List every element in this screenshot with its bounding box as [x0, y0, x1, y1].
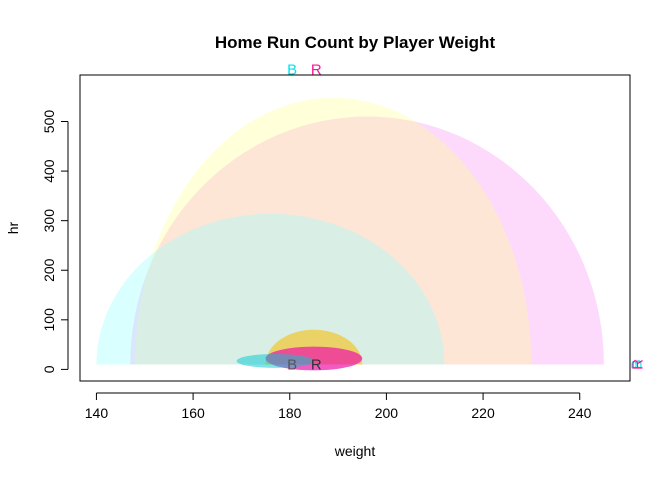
series-B-ellipse	[236, 354, 314, 368]
chart-title: Home Run Count by Player Weight	[215, 33, 496, 52]
series-label-B: B	[287, 356, 297, 373]
y-tick-label: 300	[41, 209, 57, 233]
series-R-ellipse	[130, 116, 604, 365]
edge-label-R: R	[629, 359, 646, 370]
y-tick-label: 200	[41, 258, 57, 282]
y-tick-label: 0	[41, 365, 57, 373]
series-label-R: R	[311, 356, 322, 373]
x-tick-label: 160	[181, 405, 205, 421]
y-axis-label: hr	[5, 221, 21, 234]
series-B-ellipse	[96, 213, 445, 365]
series-label-B: B	[287, 61, 297, 78]
shapes-layer	[96, 97, 604, 371]
x-tick-label: 180	[278, 405, 302, 421]
y-axis: 0 100 200 300 400 500	[41, 110, 69, 373]
y-tick-label: 400	[41, 159, 57, 183]
edge-label-B: B	[629, 359, 646, 369]
x-axis: 140 160 180 200 220 240	[85, 392, 592, 421]
series-label-R: R	[311, 61, 322, 78]
x-tick-label: 240	[568, 405, 592, 421]
plot-frame	[79, 74, 631, 382]
y-tick-label: 100	[41, 308, 57, 332]
x-tick-label: 140	[85, 405, 109, 421]
x-axis-label: weight	[334, 443, 376, 459]
y-tick-label: 500	[41, 110, 57, 134]
x-tick-label: 220	[471, 405, 495, 421]
series-R-ellipse	[135, 97, 532, 365]
x-tick-label: 200	[375, 405, 399, 421]
